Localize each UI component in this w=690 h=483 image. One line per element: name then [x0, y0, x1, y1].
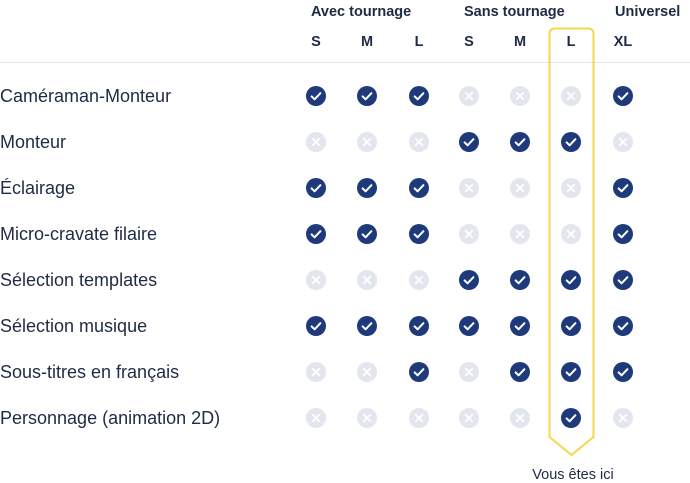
cross-icon	[561, 86, 581, 106]
check-icon	[357, 224, 377, 244]
check-icon	[357, 178, 377, 198]
check-icon	[409, 178, 429, 198]
feature-label: Sous-titres en français	[0, 362, 180, 382]
check-icon	[561, 408, 581, 428]
cross-icon	[306, 362, 326, 382]
cross-icon	[613, 408, 633, 428]
check-icon	[357, 86, 377, 106]
cross-icon	[357, 362, 377, 382]
check-icon	[561, 270, 581, 290]
header-divider	[0, 62, 690, 63]
cross-icon	[409, 408, 429, 428]
check-icon	[561, 316, 581, 336]
cross-icon	[306, 132, 326, 152]
cross-icon	[510, 178, 530, 198]
cross-icon	[357, 132, 377, 152]
size-sans-m: M	[513, 34, 527, 50]
check-icon	[561, 132, 581, 152]
feature-label: Caméraman-Monteur	[0, 86, 172, 106]
check-icon	[357, 316, 377, 336]
check-icon	[613, 86, 633, 106]
cross-icon	[409, 270, 429, 290]
size-avec-m: M	[360, 34, 374, 50]
check-icon	[306, 178, 326, 198]
check-icon	[459, 316, 479, 336]
feature-label: Micro-cravate filaire	[0, 224, 158, 244]
check-icon	[459, 132, 479, 152]
cross-icon	[613, 132, 633, 152]
cross-icon	[357, 408, 377, 428]
check-icon	[613, 178, 633, 198]
group-universel-label: Universel	[615, 4, 681, 20]
size-sans-s: S	[464, 34, 474, 50]
check-icon	[409, 224, 429, 244]
size-avec-l: L	[414, 34, 424, 50]
cross-icon	[459, 86, 479, 106]
size-universel-xl: XL	[613, 34, 633, 50]
cross-icon	[459, 178, 479, 198]
cross-icon	[409, 132, 429, 152]
cross-icon	[510, 224, 530, 244]
check-icon	[510, 316, 530, 336]
feature-label: Éclairage	[0, 178, 76, 198]
check-icon	[510, 132, 530, 152]
cross-icon	[510, 408, 530, 428]
cross-icon	[510, 86, 530, 106]
check-icon	[459, 270, 479, 290]
check-icon	[613, 224, 633, 244]
group-avec-tournage-label: Avec tournage	[311, 4, 412, 20]
cross-icon	[459, 224, 479, 244]
cross-icon	[306, 270, 326, 290]
cross-icon	[357, 270, 377, 290]
check-icon	[306, 316, 326, 336]
feature-label: Personnage (animation 2D)	[0, 408, 221, 428]
check-icon	[306, 224, 326, 244]
cross-icon	[459, 362, 479, 382]
cross-icon	[561, 224, 581, 244]
group-sans-tournage-label: Sans tournage	[464, 4, 565, 20]
feature-label: Sélection templates	[0, 270, 158, 290]
feature-label: Sélection musique	[0, 316, 148, 336]
check-icon	[613, 362, 633, 382]
feature-label: Monteur	[0, 132, 67, 152]
check-icon	[510, 362, 530, 382]
check-icon	[613, 316, 633, 336]
check-icon	[613, 270, 633, 290]
check-icon	[409, 316, 429, 336]
check-icon	[306, 86, 326, 106]
current-plan-caption: Vous êtes ici	[532, 467, 614, 483]
check-icon	[561, 362, 581, 382]
check-icon	[409, 362, 429, 382]
cross-icon	[459, 408, 479, 428]
check-icon	[510, 270, 530, 290]
check-icon	[409, 86, 429, 106]
cross-icon	[306, 408, 326, 428]
size-avec-s: S	[311, 34, 321, 50]
cross-icon	[561, 178, 581, 198]
